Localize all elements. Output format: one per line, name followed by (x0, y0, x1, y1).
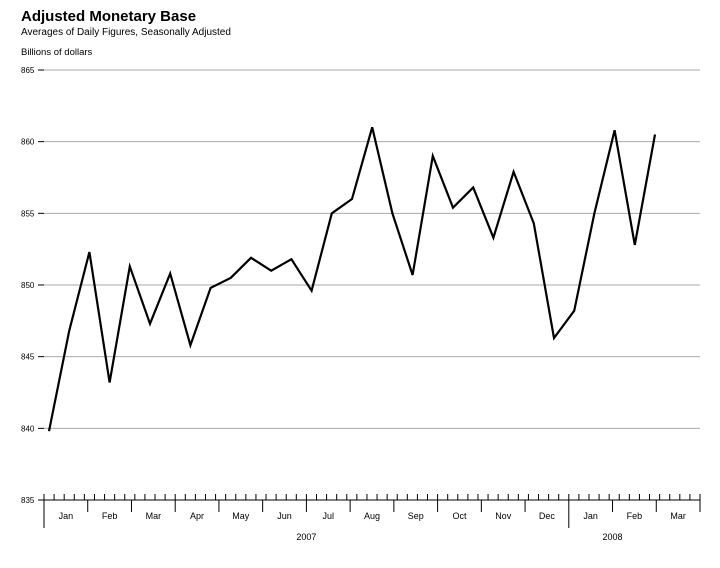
y-axis-ticks: 865 860 855 850 845 840 835 (21, 66, 44, 505)
x-tick-label: Mar (670, 511, 686, 521)
x-tick-label: Sep (408, 511, 424, 521)
chart-subtitle: Averages of Daily Figures, Seasonally Ad… (21, 27, 231, 38)
series-line-0 (47, 127, 657, 432)
gridlines (44, 69, 700, 429)
x-tick-label: Feb (102, 511, 118, 521)
y-axis-unit-label: Billions of dollars (21, 47, 93, 58)
y-tick-label: 845 (21, 353, 35, 362)
y-tick-label: 860 (21, 138, 35, 147)
chart-title: Adjusted Monetary Base (21, 8, 197, 25)
series-group (47, 127, 657, 432)
x-tick-label: Feb (627, 511, 643, 521)
y-tick-label: 840 (21, 424, 35, 433)
y-tick-label: 850 (21, 281, 35, 290)
x-tick-label: Mar (146, 511, 162, 521)
y-tick-label: 855 (21, 209, 35, 218)
x-tick-label: Jun (277, 511, 292, 521)
x-tick-label: Nov (495, 511, 512, 521)
x-tick-label: Jan (583, 511, 598, 521)
x-year-label: 2007 (296, 532, 316, 542)
x-tick-label: Jul (323, 511, 335, 521)
x-tick-label: May (232, 511, 250, 521)
y-tick-label: 865 (21, 66, 35, 75)
x-tick-label: Oct (452, 511, 467, 521)
y-tick-label: 835 (21, 496, 35, 505)
x-tick-label: Jan (59, 511, 74, 521)
x-tick-label: Dec (539, 511, 556, 521)
x-year-label: 2008 (603, 532, 623, 542)
x-tick-label: Apr (190, 511, 204, 521)
x-tick-label: Aug (364, 511, 380, 521)
x-axis: Jan Feb Mar Apr May Jun Jul Aug Sep Oct Nov Dec Jan F… (43, 494, 701, 542)
